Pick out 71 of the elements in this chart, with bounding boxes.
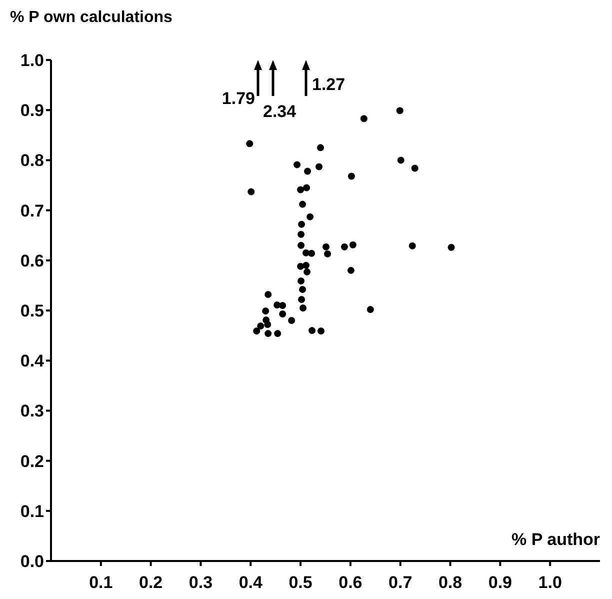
point: [298, 242, 305, 249]
x-tick-label: 0.9: [488, 573, 512, 592]
point: [298, 220, 306, 228]
point: [397, 156, 404, 164]
point: [274, 330, 282, 338]
point: [262, 308, 270, 314]
annotation: 1.27: [312, 75, 346, 94]
x-tick-label: 0.1: [89, 573, 113, 592]
y-tick-label: 1.0: [20, 51, 44, 70]
point: [298, 277, 305, 284]
point: [324, 250, 331, 258]
point: [264, 290, 272, 298]
point: [264, 330, 272, 338]
point: [300, 304, 307, 312]
point: [257, 322, 264, 330]
point: [348, 172, 355, 180]
x-tick-label: 0.5: [288, 573, 312, 592]
annotation: 1.79: [222, 89, 255, 108]
point: [298, 296, 306, 303]
point: [264, 321, 272, 328]
point: [279, 302, 286, 309]
x-tick-label: 0.6: [338, 573, 362, 592]
x-tick-label: 0.7: [388, 573, 412, 592]
point: [308, 250, 316, 257]
x-tick-label: 0.2: [139, 573, 163, 592]
y-tick-label: 0.6: [20, 251, 44, 270]
point: [303, 184, 310, 192]
point: [448, 244, 455, 251]
point: [349, 241, 356, 248]
point: [299, 200, 306, 208]
point: [306, 213, 314, 220]
point: [246, 140, 254, 148]
y-tick-label: 0.4: [20, 352, 45, 371]
y-tick-label: 0.7: [20, 201, 44, 220]
annotation: 2.34: [263, 102, 297, 121]
x-tick-label: 1.0: [538, 573, 562, 592]
point: [318, 328, 325, 335]
point: [253, 328, 260, 335]
y-tick-label: 0.2: [20, 452, 44, 471]
y-tick-label: 0.8: [20, 151, 44, 170]
point: [304, 168, 312, 175]
point: [304, 268, 311, 276]
point: [288, 317, 296, 324]
x-tick-label: 0.4: [238, 573, 263, 592]
point: [298, 230, 305, 238]
point: [396, 107, 404, 114]
point: [316, 163, 323, 170]
point: [411, 164, 418, 172]
point: [322, 243, 330, 250]
y-tick-label: 0.9: [20, 101, 44, 120]
point: [297, 186, 304, 194]
point: [347, 266, 354, 274]
point: [408, 242, 416, 250]
y-tick-label: 0.0: [20, 552, 44, 572]
point: [294, 161, 301, 168]
point: [360, 115, 368, 122]
point: [302, 262, 310, 269]
point: [299, 286, 306, 293]
point: [248, 188, 255, 196]
y-axis-title: % P own calculations: [10, 9, 173, 26]
y-tick-label: 0.3: [20, 402, 44, 421]
x-tick-label: 0.3: [188, 573, 213, 592]
x-tick-label: 0.8: [438, 573, 462, 592]
y-tick-label: 0.5: [20, 302, 44, 321]
x-axis-title: % P author: [512, 530, 600, 549]
point: [308, 327, 316, 334]
point: [340, 243, 348, 250]
y-tick-label: 0.1: [20, 502, 44, 521]
point: [279, 310, 286, 318]
point: [317, 144, 324, 152]
point: [366, 306, 374, 313]
